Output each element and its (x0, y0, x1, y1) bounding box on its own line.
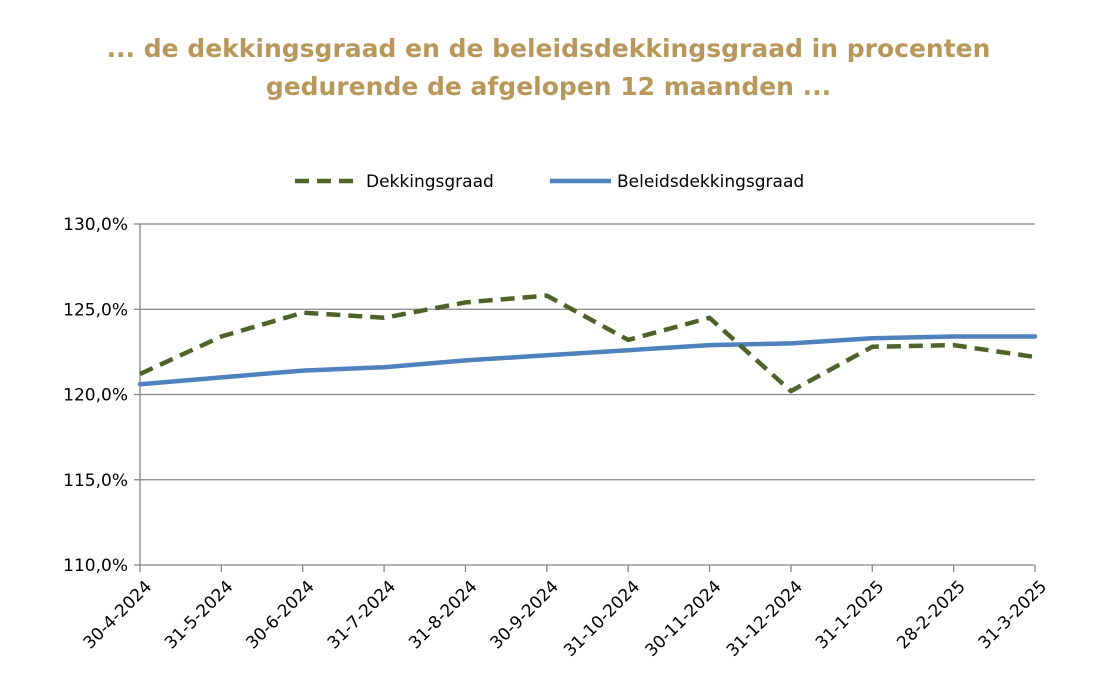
series-line-beleidsdekkingsgraad (137, 334, 1038, 387)
x-tick-label: 30-9-2024 (486, 577, 562, 653)
y-tick-label-115: 115,0% (63, 471, 128, 491)
legend-label-dekkingsgraad: Dekkingsgraad (366, 172, 494, 192)
series-line-dekkingsgraad (139, 293, 1036, 394)
x-tick-label: 31-12-2024 (723, 577, 807, 661)
y-tick-label-125: 125,0% (63, 300, 128, 320)
x-tick-label: 31-7-2024 (324, 577, 400, 653)
series-lines (137, 293, 1038, 394)
x-tick-label: 31-5-2024 (161, 577, 237, 653)
chart-title-line-1: ... de dekkingsgraad en de beleidsdekkin… (106, 34, 991, 63)
y-axis-ticks: 110,0% 115,0% 120,0% 125,0% 130,0% (63, 215, 140, 576)
gridlines (140, 223, 1035, 481)
x-tick-label: 28-2-2025 (893, 577, 969, 653)
x-tick-label: 31-10-2024 (560, 577, 644, 661)
x-tick-label: 30-11-2024 (642, 577, 726, 661)
x-tick-label: 30-4-2024 (80, 577, 156, 653)
x-tick-label: 30-6-2024 (242, 577, 318, 653)
legend: Dekkingsgraad Beleidsdekkingsgraad (295, 172, 804, 192)
y-tick-label-110: 110,0% (63, 556, 128, 576)
x-tick-label: 31-8-2024 (405, 577, 481, 653)
chart-title: ... de dekkingsgraad en de beleidsdekkin… (0, 30, 1097, 106)
x-tick-label: 31-1-2025 (812, 577, 888, 653)
legend-label-beleidsdekkingsgraad: Beleidsdekkingsgraad (617, 172, 804, 192)
x-tick-label: 31-3-2025 (975, 577, 1051, 653)
x-axis-ticks: 30-4-2024 31-5-2024 30-6-2024 31-7-2024 31-8… (80, 565, 1051, 661)
y-tick-label-120: 120,0% (63, 386, 128, 406)
y-tick-label-130: 130,0% (63, 215, 128, 235)
chart-title-line-2: gedurende de afgelopen 12 maanden ... (265, 72, 832, 101)
